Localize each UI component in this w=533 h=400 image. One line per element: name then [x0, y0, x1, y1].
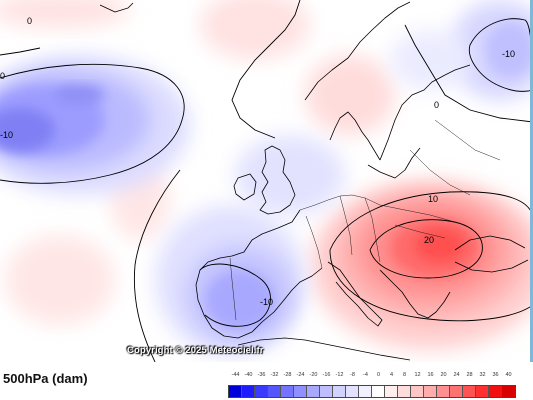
scale-tick-label: -16 — [322, 372, 331, 378]
anomaly-map: 0 0 -10 0 -10 -10 10 20 — [0, 0, 533, 362]
scale-swatch — [229, 386, 242, 397]
coastlines — [99, 1, 529, 361]
scale-swatch — [385, 386, 398, 397]
contour-label: 0 — [434, 100, 439, 110]
scale-swatch — [281, 386, 294, 397]
scale-swatch — [463, 386, 476, 397]
contour-label: 0 — [27, 16, 32, 26]
scale-swatch — [255, 386, 268, 397]
scale-swatch — [450, 386, 463, 397]
scale-tick-label: -20 — [309, 372, 318, 378]
great-britain-coast — [259, 145, 296, 215]
variable-label: 500hPa (dam) — [3, 371, 88, 386]
scale-swatch — [268, 386, 281, 397]
scale-swatch — [398, 386, 411, 397]
scale-tick-label: 16 — [427, 372, 434, 378]
scale-tick-label: -44 — [231, 372, 240, 378]
scale-swatch — [424, 386, 437, 397]
scale-swatch — [372, 386, 385, 397]
scale-swatch — [307, 386, 320, 397]
scale-tick-label: 20 — [440, 372, 447, 378]
scale-tick-label: -32 — [270, 372, 279, 378]
contour-zero-north — [0, 0, 301, 139]
scale-swatch — [294, 386, 307, 397]
map-right-edge — [530, 0, 533, 362]
contour-labels: 0 0 -10 0 -10 -10 10 20 — [0, 16, 515, 307]
contour-label: 0 — [0, 71, 5, 81]
greece-coast — [379, 269, 451, 319]
contour-balkan-inner — [369, 219, 483, 279]
contour-label: -10 — [0, 130, 13, 140]
scale-bar — [228, 385, 516, 398]
scale-tick-label: 36 — [492, 372, 499, 378]
contour-label: 20 — [424, 235, 434, 245]
scale-tick-label: -36 — [257, 372, 266, 378]
scale-tick-label: 8 — [402, 372, 407, 378]
contour-balkan-outer — [329, 191, 533, 322]
contour-iberia — [199, 263, 271, 327]
contour-label: -10 — [502, 49, 515, 59]
scale-tick-label: 4 — [389, 372, 394, 378]
scale-swatch — [359, 386, 372, 397]
italy-coast — [327, 261, 383, 327]
country-borders — [229, 119, 501, 321]
scale-tick-label: -28 — [283, 372, 292, 378]
scale-tick-label: 0 — [376, 372, 381, 378]
black-sea-coast — [454, 235, 529, 273]
scale-swatch — [242, 386, 255, 397]
scale-swatch — [320, 386, 333, 397]
scale-swatch — [476, 386, 489, 397]
north-africa-coast — [237, 337, 411, 361]
iceland-coast — [99, 2, 134, 13]
scale-ticks: -44 -40 -36 -32 -28 -24 -20 -16 -12 -8 -4 0 4 8 12 16 20… — [228, 372, 518, 382]
scale-swatch — [502, 386, 515, 397]
scale-swatch — [437, 386, 450, 397]
scale-tick-label: -40 — [244, 372, 253, 378]
contour-label: 10 — [428, 194, 438, 204]
scandinavia-coast — [304, 1, 471, 161]
map-footer: 500hPa (dam) -44 -40 -36 -32 -28 -24 -20 -16 -12… — [0, 362, 533, 400]
scale-tick-label: -24 — [296, 372, 305, 378]
scale-tick-label: 40 — [505, 372, 512, 378]
scale-tick-label: -4 — [363, 372, 368, 378]
contour-atlantic-low — [0, 63, 185, 184]
ireland-coast — [233, 173, 257, 201]
scale-tick-label: -12 — [335, 372, 344, 378]
baltic-coast — [367, 147, 421, 179]
scale-swatch — [333, 386, 346, 397]
contour-east — [404, 24, 533, 123]
copyright-credit: Copyright © 2025 Meteociel.fr — [127, 345, 264, 356]
scale-swatch — [489, 386, 502, 397]
scale-tick-label: 12 — [414, 372, 421, 378]
scale-swatch — [346, 386, 359, 397]
scale-swatch — [411, 386, 424, 397]
west-europe-coast — [195, 209, 323, 339]
contour-label: -10 — [260, 297, 273, 307]
contour-zero-west — [133, 169, 181, 362]
color-scale-legend: -44 -40 -36 -32 -28 -24 -20 -16 -12 -8 -4 0 4 8 12 16 20… — [228, 372, 518, 400]
anomaly-shading — [0, 0, 533, 355]
scale-tick-label: 28 — [466, 372, 473, 378]
scale-tick-label: 24 — [453, 372, 460, 378]
scale-tick-label: -8 — [350, 372, 355, 378]
scale-tick-label: 32 — [479, 372, 486, 378]
